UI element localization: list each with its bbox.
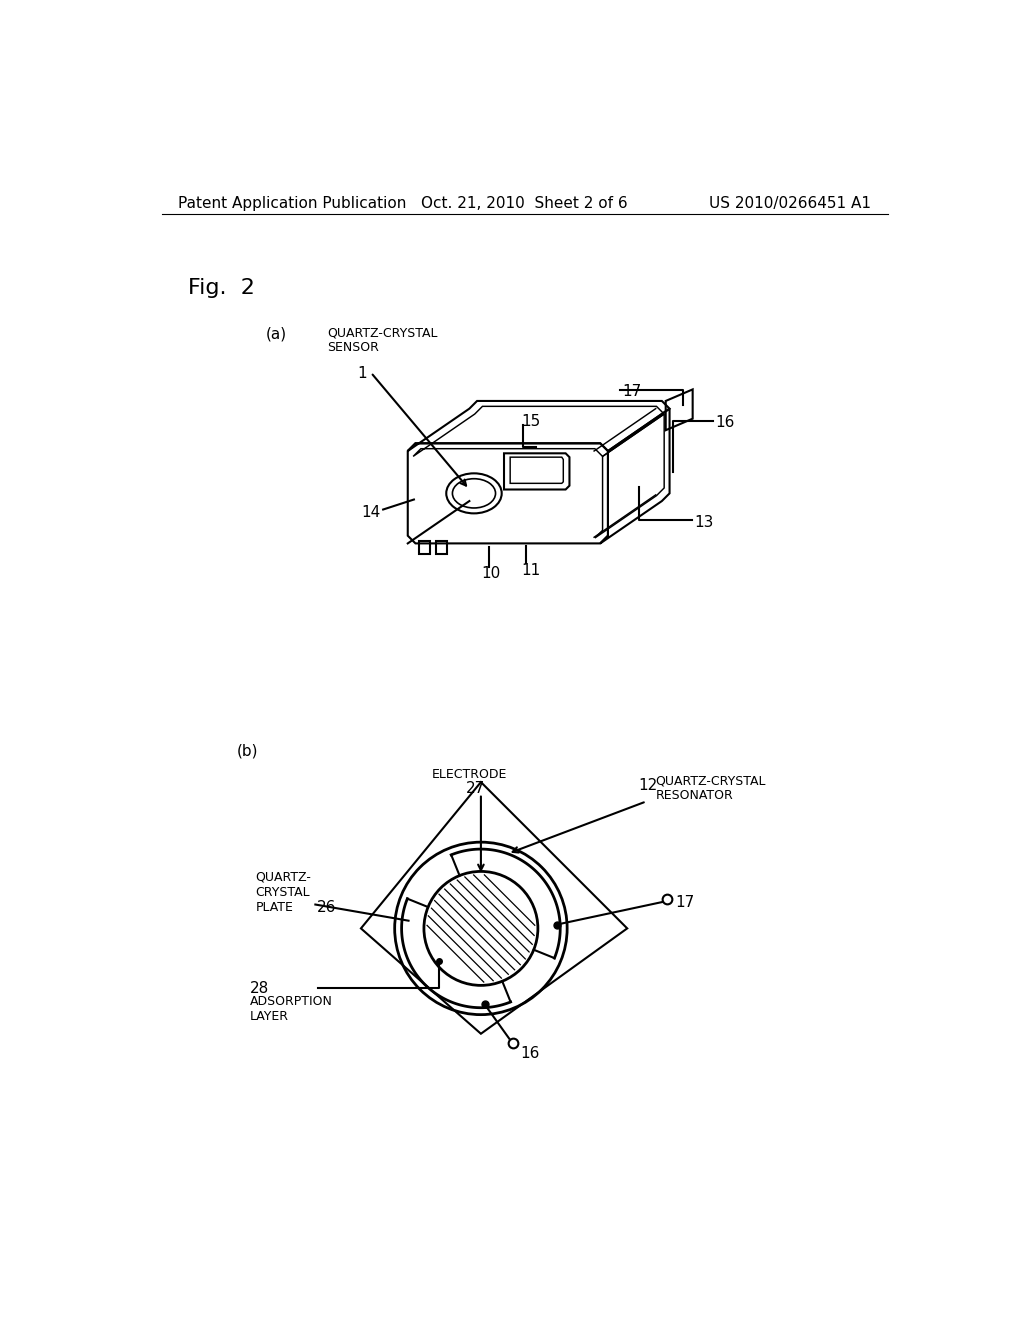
Text: 26: 26 (316, 900, 336, 915)
Text: US 2010/0266451 A1: US 2010/0266451 A1 (710, 195, 871, 211)
Text: 13: 13 (694, 515, 714, 529)
Text: 27: 27 (466, 781, 484, 796)
Text: Fig.  2: Fig. 2 (188, 277, 255, 298)
Text: 17: 17 (675, 895, 694, 909)
Text: QUARTZ-
CRYSTAL
PLATE: QUARTZ- CRYSTAL PLATE (255, 871, 311, 913)
Text: 16: 16 (521, 1045, 541, 1060)
Text: 16: 16 (716, 414, 735, 430)
Text: 28: 28 (250, 981, 269, 995)
Text: 11: 11 (521, 562, 541, 578)
Text: Patent Application Publication: Patent Application Publication (178, 195, 407, 211)
Text: Oct. 21, 2010  Sheet 2 of 6: Oct. 21, 2010 Sheet 2 of 6 (422, 195, 628, 211)
Text: 1: 1 (357, 367, 368, 381)
Text: ELECTRODE: ELECTRODE (432, 768, 507, 781)
Text: 15: 15 (521, 414, 541, 429)
Text: 10: 10 (481, 566, 500, 582)
Text: 14: 14 (361, 506, 381, 520)
Text: 12: 12 (639, 779, 658, 793)
Text: QUARTZ-CRYSTAL
SENSOR: QUARTZ-CRYSTAL SENSOR (327, 326, 437, 354)
Text: (b): (b) (237, 743, 258, 759)
Text: QUARTZ-CRYSTAL
RESONATOR: QUARTZ-CRYSTAL RESONATOR (655, 775, 766, 803)
Text: 17: 17 (622, 384, 641, 399)
Text: (a): (a) (265, 326, 287, 342)
Text: ADSORPTION
LAYER: ADSORPTION LAYER (250, 995, 333, 1023)
